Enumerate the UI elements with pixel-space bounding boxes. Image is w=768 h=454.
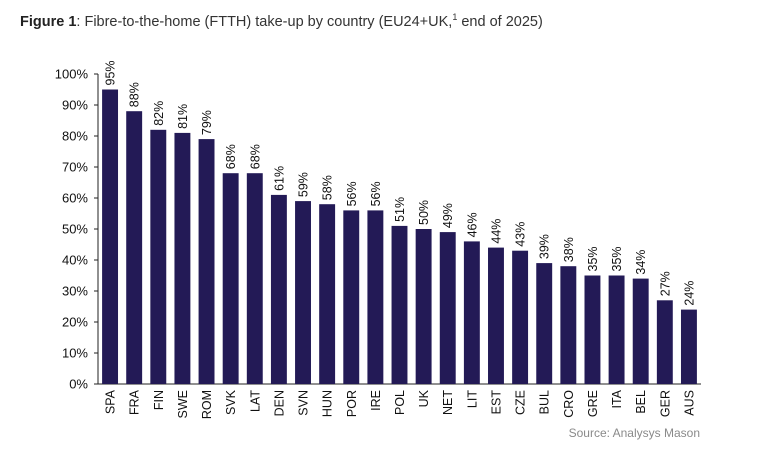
- data-label: 24%: [682, 281, 696, 306]
- data-label: 88%: [128, 82, 142, 107]
- data-label: 35%: [610, 246, 624, 271]
- y-tick-label: 0%: [69, 377, 88, 392]
- x-tick-label: BEL: [634, 390, 648, 414]
- x-tick-label: BUL: [538, 390, 552, 414]
- bar-ire: [367, 210, 384, 384]
- bar-bul: [536, 263, 553, 384]
- bar-uk: [415, 229, 432, 384]
- y-tick-label: 80%: [62, 129, 88, 144]
- data-label: 27%: [658, 271, 672, 296]
- data-label: 38%: [562, 237, 576, 262]
- data-label: 34%: [634, 250, 648, 275]
- x-tick-label: SVN: [297, 390, 311, 416]
- bar-ger: [656, 300, 673, 384]
- bar-fin: [150, 129, 167, 384]
- x-tick-label: FRA: [128, 389, 142, 415]
- y-tick-label: 60%: [62, 191, 88, 206]
- data-label: 51%: [393, 197, 407, 222]
- x-tick-label: DEN: [272, 390, 286, 416]
- data-label: 61%: [272, 166, 286, 191]
- bar-lat: [246, 173, 263, 384]
- bar-swe: [174, 132, 191, 384]
- x-tick-label: NET: [441, 390, 455, 415]
- bar-ita: [608, 275, 625, 384]
- figure-title-text: : Fibre-to-the-home (FTTH) take-up by co…: [76, 13, 453, 30]
- x-tick-label: EST: [489, 390, 503, 415]
- figure-label: Figure 1: [20, 13, 77, 30]
- data-label: 50%: [417, 200, 431, 225]
- x-tick-label: LAT: [248, 390, 262, 412]
- bar-cze: [512, 250, 529, 384]
- data-label: 59%: [297, 172, 311, 197]
- data-label: 56%: [369, 181, 383, 206]
- bar-aus: [680, 309, 697, 384]
- x-tick-label: GRE: [586, 390, 600, 417]
- y-tick-label: 10%: [62, 346, 88, 361]
- bar-rom: [198, 139, 215, 384]
- bar-svn: [295, 201, 311, 384]
- data-label: 58%: [321, 175, 335, 200]
- x-tick-label: FIN: [152, 390, 166, 410]
- bar-est: [488, 247, 504, 384]
- data-label: 49%: [441, 203, 455, 228]
- source-note: Source: Analysys Mason: [568, 426, 700, 440]
- data-label: 46%: [465, 212, 479, 237]
- data-label: 82%: [152, 101, 166, 126]
- bar-spa: [102, 89, 119, 384]
- x-tick-label: POL: [393, 390, 407, 415]
- y-tick-label: 30%: [62, 284, 88, 299]
- bar-fra: [126, 111, 143, 384]
- bar-net: [439, 232, 456, 384]
- x-tick-label: SWE: [176, 390, 190, 418]
- x-tick-label: CRO: [562, 390, 576, 418]
- bar-den: [270, 194, 287, 384]
- x-tick-label: GER: [658, 390, 672, 417]
- x-tick-label: SPA: [104, 389, 118, 414]
- y-tick-label: 100%: [55, 67, 89, 82]
- data-label: 79%: [200, 110, 214, 135]
- data-label: 56%: [345, 181, 359, 206]
- x-tick-label: SVK: [224, 389, 238, 415]
- figure-title-suffix: end of 2025): [457, 13, 543, 30]
- y-tick-label: 90%: [62, 98, 88, 113]
- figure-title: Figure 1: Fibre-to-the-home (FTTH) take-…: [20, 12, 543, 30]
- footnote-marker: 1: [452, 12, 458, 22]
- x-tick-label: UK: [417, 389, 431, 407]
- data-label: 68%: [248, 144, 262, 169]
- data-label: 95%: [104, 60, 118, 85]
- data-label: 81%: [176, 104, 190, 129]
- y-tick-label: 40%: [62, 253, 88, 268]
- bar-cro: [560, 266, 577, 384]
- x-tick-label: HUN: [321, 390, 335, 417]
- x-tick-label: ITA: [610, 389, 624, 408]
- data-label: 44%: [489, 219, 503, 244]
- bar-hun: [319, 204, 336, 384]
- y-tick-label: 20%: [62, 315, 88, 330]
- bar-pol: [391, 225, 408, 384]
- bar-por: [343, 210, 360, 384]
- x-tick-label: LIT: [465, 390, 479, 408]
- data-label: 43%: [514, 222, 528, 247]
- data-label: 39%: [538, 234, 552, 259]
- data-label: 68%: [224, 144, 238, 169]
- x-tick-label: POR: [345, 390, 359, 417]
- x-tick-label: AUS: [682, 390, 696, 416]
- data-label: 35%: [586, 246, 600, 271]
- y-tick-label: 70%: [62, 160, 88, 175]
- bar-bel: [632, 278, 649, 384]
- bar-lit: [463, 241, 480, 384]
- y-tick-label: 50%: [62, 222, 88, 237]
- x-tick-label: IRE: [369, 390, 383, 411]
- x-tick-label: CZE: [514, 390, 528, 415]
- bar-gre: [584, 275, 601, 384]
- x-tick-label: ROM: [200, 390, 214, 419]
- bar-svk: [222, 173, 239, 384]
